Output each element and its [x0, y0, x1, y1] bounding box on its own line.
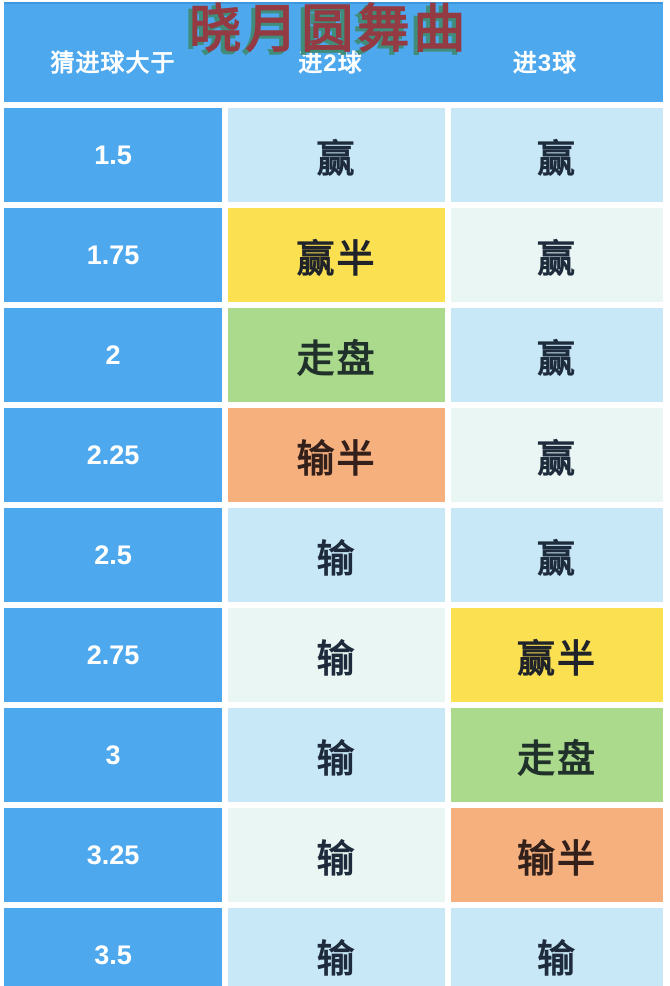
outcome-label: 赢 — [536, 338, 577, 381]
outcome-cell-3goals: 赢 — [451, 408, 663, 502]
outcome-label: 输 — [536, 938, 577, 981]
outcome-label: 输 — [316, 938, 357, 981]
outcome-cell-2goals: 输 — [228, 608, 445, 702]
table-row: 2.25 输半 赢 — [4, 408, 663, 502]
line-cell: 1.75 — [4, 208, 222, 302]
table-row: 1.5 赢 赢 — [4, 108, 663, 202]
line-cell: 2.75 — [4, 608, 222, 702]
outcome-cell-3goals: 赢 — [451, 108, 663, 202]
outcome-cell-3goals: 输 — [451, 908, 663, 986]
table-row: 3.25 输 输半 — [4, 808, 663, 902]
outcome-label: 赢 — [536, 238, 577, 281]
line-cell: 3.25 — [4, 808, 222, 902]
line-cell: 3.5 — [4, 908, 222, 986]
outcome-cell-2goals: 走盘 — [228, 308, 445, 402]
outcome-label: 走盘 — [296, 338, 377, 381]
outcome-label: 输 — [316, 738, 357, 781]
line-cell: 2.5 — [4, 508, 222, 602]
outcome-label: 输 — [316, 538, 357, 581]
outcome-label: 赢 — [536, 138, 577, 181]
outcome-cell-3goals: 赢半 — [451, 608, 663, 702]
outcome-label: 赢 — [536, 538, 577, 581]
table-row: 1.75 赢半 赢 — [4, 208, 663, 302]
outcome-label: 走盘 — [516, 738, 597, 781]
outcome-cell-2goals: 赢半 — [228, 208, 445, 302]
outcome-cell-3goals: 赢 — [451, 308, 663, 402]
outcome-label: 赢 — [316, 138, 357, 181]
handicap-outcome-table: 猜进球大于 进2球 进3球 1.5 赢 赢 1.75 赢半 赢 2 走盘 赢 2… — [4, 2, 663, 986]
outcome-label: 输半 — [296, 438, 377, 481]
outcome-label: 输半 — [516, 838, 597, 881]
outcome-label: 赢半 — [516, 638, 597, 681]
outcome-cell-3goals: 走盘 — [451, 708, 663, 802]
outcome-cell-2goals: 赢 — [228, 108, 445, 202]
outcome-label: 赢 — [536, 438, 577, 481]
outcome-cell-3goals: 赢 — [451, 508, 663, 602]
outcome-cell-2goals: 输 — [228, 708, 445, 802]
table-header-row: 猜进球大于 进2球 进3球 — [4, 2, 663, 102]
table-row: 2.75 输 赢半 — [4, 608, 663, 702]
header-cell-line: 猜进球大于 — [50, 49, 176, 77]
table-row: 3 输 走盘 — [4, 708, 663, 802]
outcome-cell-2goals: 输 — [228, 908, 445, 986]
table-row: 2 走盘 赢 — [4, 308, 663, 402]
line-cell: 3 — [4, 708, 222, 802]
line-cell: 1.5 — [4, 108, 222, 202]
outcome-cell-3goals: 输半 — [451, 808, 663, 902]
outcome-cell-2goals: 输 — [228, 508, 445, 602]
outcome-cell-2goals: 输 — [228, 808, 445, 902]
header-cell-3goals: 进3球 — [512, 49, 578, 77]
table-row: 2.5 输 赢 — [4, 508, 663, 602]
outcome-cell-2goals: 输半 — [228, 408, 445, 502]
outcome-label: 输 — [316, 838, 357, 881]
outcome-cell-3goals: 赢 — [451, 208, 663, 302]
outcome-label: 赢半 — [296, 238, 377, 281]
header-cell-2goals: 进2球 — [298, 49, 363, 77]
line-cell: 2 — [4, 308, 222, 402]
table-row: 3.5 输 输 — [4, 908, 663, 986]
outcome-label: 输 — [316, 638, 357, 681]
line-cell: 2.25 — [4, 408, 222, 502]
